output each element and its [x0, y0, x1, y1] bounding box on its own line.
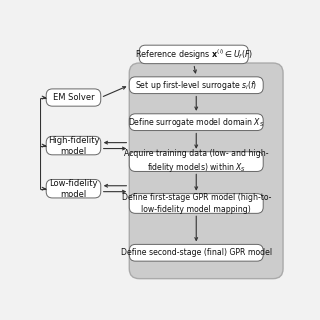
- FancyBboxPatch shape: [46, 180, 101, 198]
- FancyBboxPatch shape: [46, 136, 101, 155]
- Text: Low-fidelity
model: Low-fidelity model: [49, 179, 98, 199]
- Text: Reference designs $\mathbf{x}^{(l)} \in U_f(F)$: Reference designs $\mathbf{x}^{(l)} \in …: [135, 47, 253, 62]
- FancyBboxPatch shape: [46, 89, 101, 106]
- FancyBboxPatch shape: [129, 114, 263, 131]
- FancyBboxPatch shape: [129, 77, 263, 93]
- Text: Define surrogate model domain $X_S$: Define surrogate model domain $X_S$: [128, 116, 264, 129]
- Text: High-fidelity
model: High-fidelity model: [48, 136, 99, 156]
- Text: Acquire training data (low- and high-
fidelity models) within $X_S$: Acquire training data (low- and high- fi…: [124, 149, 268, 174]
- Text: Define first-stage GPR model (high-to-
low-fidelity model mapping): Define first-stage GPR model (high-to- l…: [122, 193, 271, 214]
- Text: EM Solver: EM Solver: [53, 93, 94, 102]
- Text: Define second-stage (final) GPR model: Define second-stage (final) GPR model: [121, 248, 272, 257]
- FancyBboxPatch shape: [129, 194, 263, 213]
- FancyBboxPatch shape: [139, 45, 248, 64]
- FancyBboxPatch shape: [129, 152, 263, 172]
- Text: Set up first-level surrogate $\mathit{s}_l(\mathit{f})$: Set up first-level surrogate $\mathit{s}…: [135, 79, 257, 92]
- FancyBboxPatch shape: [129, 244, 263, 261]
- FancyBboxPatch shape: [129, 63, 283, 279]
